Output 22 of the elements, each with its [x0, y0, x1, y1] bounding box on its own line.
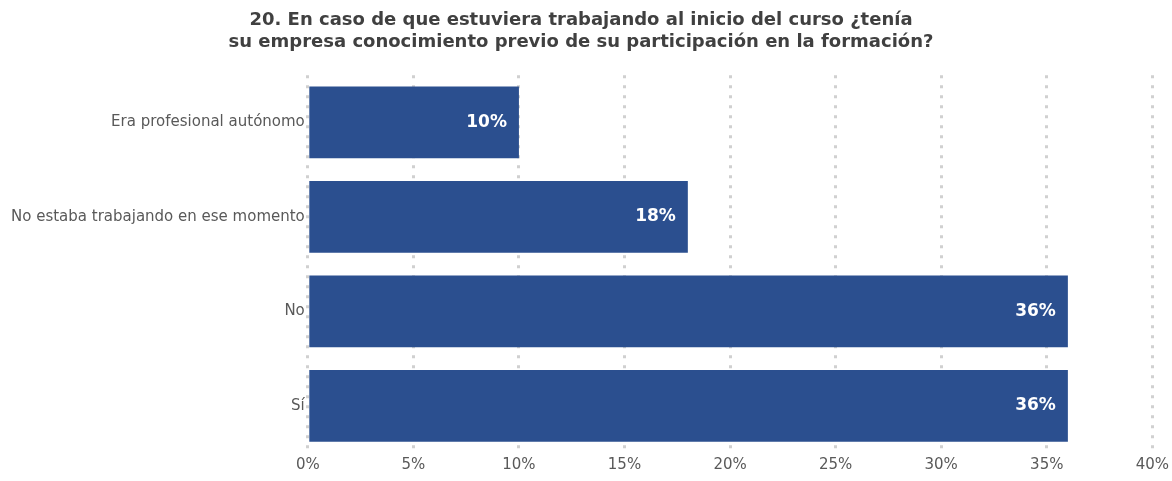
x-tick-label: 15% — [607, 454, 642, 473]
x-tick-label: 30% — [924, 454, 958, 473]
bar — [309, 369, 1068, 442]
x-tick-label: 25% — [818, 454, 853, 473]
y-tick-label: No — [284, 301, 305, 320]
x-tick-label: 40% — [1135, 454, 1169, 473]
x-tick-label: 5% — [401, 454, 426, 473]
y-tick-label: Era profesional autónomo — [111, 112, 305, 131]
x-tick-label: 35% — [1030, 454, 1064, 473]
bar — [309, 275, 1068, 348]
y-tick-label: No estaba trabajando en ese momento — [10, 206, 305, 225]
chart-title: 20. En caso de que estuviera trabajando al inicio del curso ¿tenía su empresa conocimiento previo de su participación en la formación? — [228, 8, 934, 52]
data-label: 10% — [466, 110, 507, 131]
bar — [309, 180, 688, 253]
bar — [309, 86, 519, 159]
x-tick-label: 0% — [295, 454, 320, 473]
data-label: 18% — [635, 205, 676, 226]
y-tick-label: Sí — [291, 395, 306, 414]
x-tick-label: 20% — [713, 454, 747, 473]
data-label: 36% — [1015, 299, 1056, 320]
x-tick-label: 10% — [502, 454, 536, 473]
data-label: 36% — [1015, 394, 1056, 415]
